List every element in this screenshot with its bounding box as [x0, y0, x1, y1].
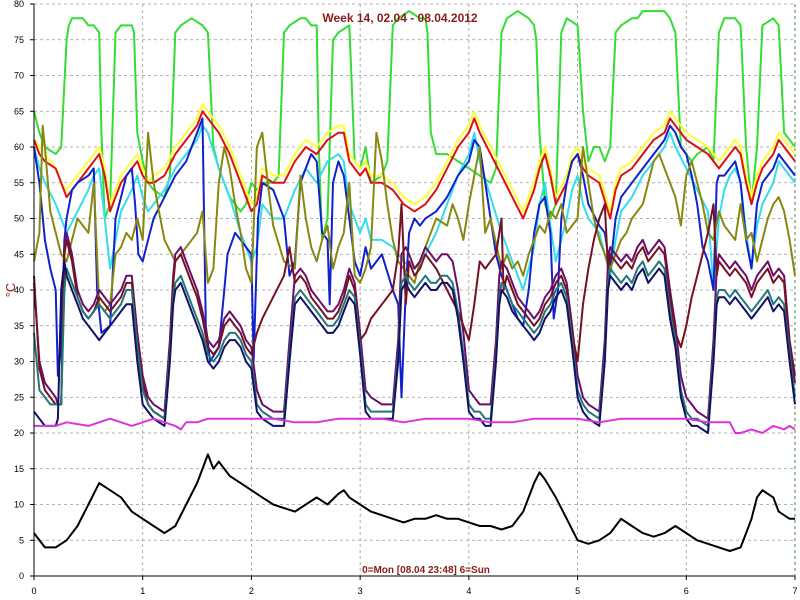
y-tick-label: 0 — [19, 571, 24, 581]
y-tick-label: 30 — [14, 357, 24, 367]
x-axis-label: 0=Mon [08.04 23:48] 6=Sun — [362, 565, 490, 576]
series-line-2 — [33, 103, 796, 213]
x-tick-label: 0 — [31, 586, 36, 596]
y-tick-label: 40 — [14, 285, 24, 295]
series-line-11 — [34, 417, 796, 434]
y-tick-label: 80 — [14, 0, 24, 9]
y-axis-label: °C — [3, 283, 18, 298]
y-tick-label: 65 — [14, 106, 24, 116]
y-tick-label: 50 — [14, 214, 24, 224]
y-tick-label: 35 — [14, 321, 24, 331]
x-tick-label: 6 — [684, 586, 689, 596]
series-line-1 — [33, 10, 796, 241]
series-line-3 — [33, 110, 796, 220]
series-group — [33, 10, 796, 552]
y-tick-label: 70 — [14, 71, 24, 81]
x-tick-label: 1 — [140, 586, 145, 596]
series-line-5 — [33, 117, 796, 399]
series-line-12 — [33, 453, 795, 552]
axes — [30, 3, 796, 580]
y-tick-label: 20 — [14, 428, 24, 438]
y-tick-label: 25 — [14, 392, 24, 402]
y-tick-label: 15 — [14, 464, 24, 474]
y-tick-label: 55 — [14, 178, 24, 188]
y-tick-label: 60 — [14, 142, 24, 152]
chart-title: Week 14, 02.04 - 08.04.2012 — [322, 11, 478, 25]
y-tick-label: 5 — [19, 535, 24, 545]
x-tick-label: 4 — [466, 586, 471, 596]
x-tick-label: 3 — [358, 586, 363, 596]
x-tick-label: 2 — [249, 586, 254, 596]
x-tick-label: 5 — [575, 586, 580, 596]
y-tick-label: 75 — [14, 35, 24, 45]
x-tick-label: 7 — [792, 586, 797, 596]
y-tick-label: 45 — [14, 249, 24, 259]
y-tick-label: 10 — [14, 500, 24, 510]
grid — [34, 3, 796, 576]
